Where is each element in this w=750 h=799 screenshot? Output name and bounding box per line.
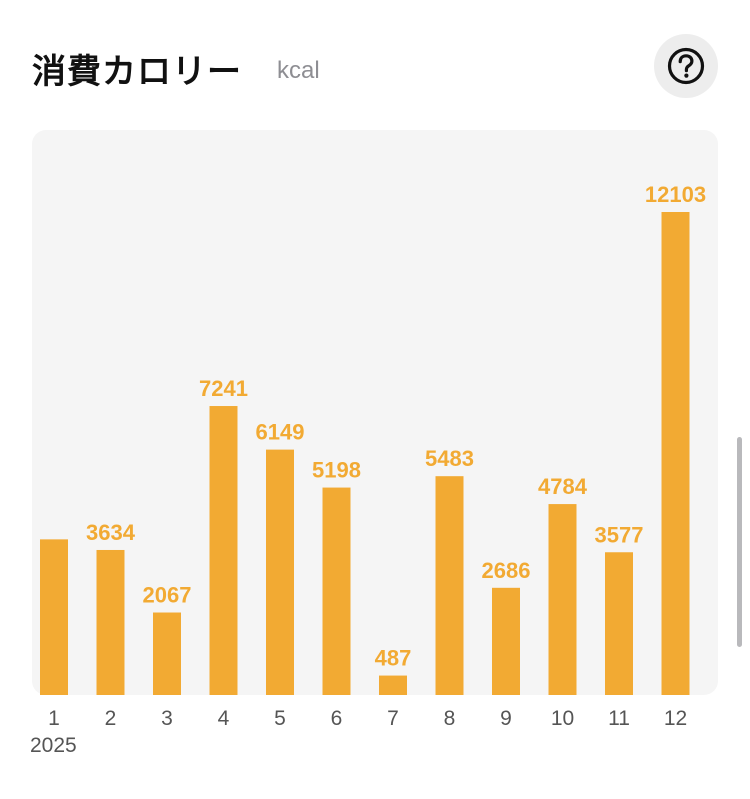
scrollbar-thumb[interactable] bbox=[737, 437, 742, 647]
bar-month-6[interactable] bbox=[322, 487, 351, 695]
bar-month-10[interactable] bbox=[548, 504, 577, 695]
help-button[interactable] bbox=[654, 34, 718, 98]
x-tick-label: 9 bbox=[500, 707, 512, 730]
bar-month-5[interactable] bbox=[266, 449, 294, 695]
bar-month-9[interactable] bbox=[492, 587, 520, 695]
data-label-month-7: 487 bbox=[375, 646, 412, 671]
x-tick-label: 3 bbox=[161, 707, 173, 730]
x-tick-label: 1 bbox=[48, 707, 60, 730]
x-tick-label: 12 bbox=[664, 707, 687, 730]
x-tick-label: 11 bbox=[608, 707, 630, 730]
data-label-month-5: 6149 bbox=[256, 420, 305, 445]
data-label-month-2: 3634 bbox=[86, 520, 136, 545]
data-label-month-3: 2067 bbox=[143, 583, 192, 608]
bar-month-12[interactable] bbox=[661, 212, 690, 695]
bar-month-7[interactable] bbox=[379, 675, 407, 695]
data-label-month-11: 3577 bbox=[595, 522, 644, 547]
data-label-month-10: 4784 bbox=[538, 474, 588, 499]
bar-month-8[interactable] bbox=[435, 476, 464, 695]
x-tick-label: 8 bbox=[444, 707, 456, 730]
bar-month-4[interactable] bbox=[209, 406, 238, 695]
x-tick-label: 2 bbox=[105, 707, 117, 730]
x-axis-year-label: 2025 bbox=[30, 734, 77, 757]
plot-area bbox=[32, 130, 718, 695]
x-tick-label: 10 bbox=[551, 707, 574, 730]
bar-month-11[interactable] bbox=[605, 552, 633, 695]
bar-month-1[interactable] bbox=[40, 539, 68, 695]
x-tick-label: 7 bbox=[387, 707, 399, 730]
x-tick-label: 4 bbox=[218, 707, 230, 730]
data-label-month-9: 2686 bbox=[482, 558, 531, 583]
question-circle-icon bbox=[667, 47, 705, 85]
data-label-month-6: 5198 bbox=[312, 458, 361, 483]
unit-label: kcal bbox=[277, 57, 320, 84]
x-tick-label: 5 bbox=[274, 707, 286, 730]
data-label-month-8: 5483 bbox=[425, 446, 474, 471]
data-label-month-4: 7241 bbox=[199, 376, 248, 401]
bar-month-2[interactable] bbox=[96, 549, 125, 695]
data-label-month-12: 12103 bbox=[645, 182, 706, 207]
chart-title: 消費カロリー bbox=[32, 52, 242, 92]
x-tick-label: 6 bbox=[331, 707, 343, 730]
bar-month-3[interactable] bbox=[153, 612, 181, 695]
